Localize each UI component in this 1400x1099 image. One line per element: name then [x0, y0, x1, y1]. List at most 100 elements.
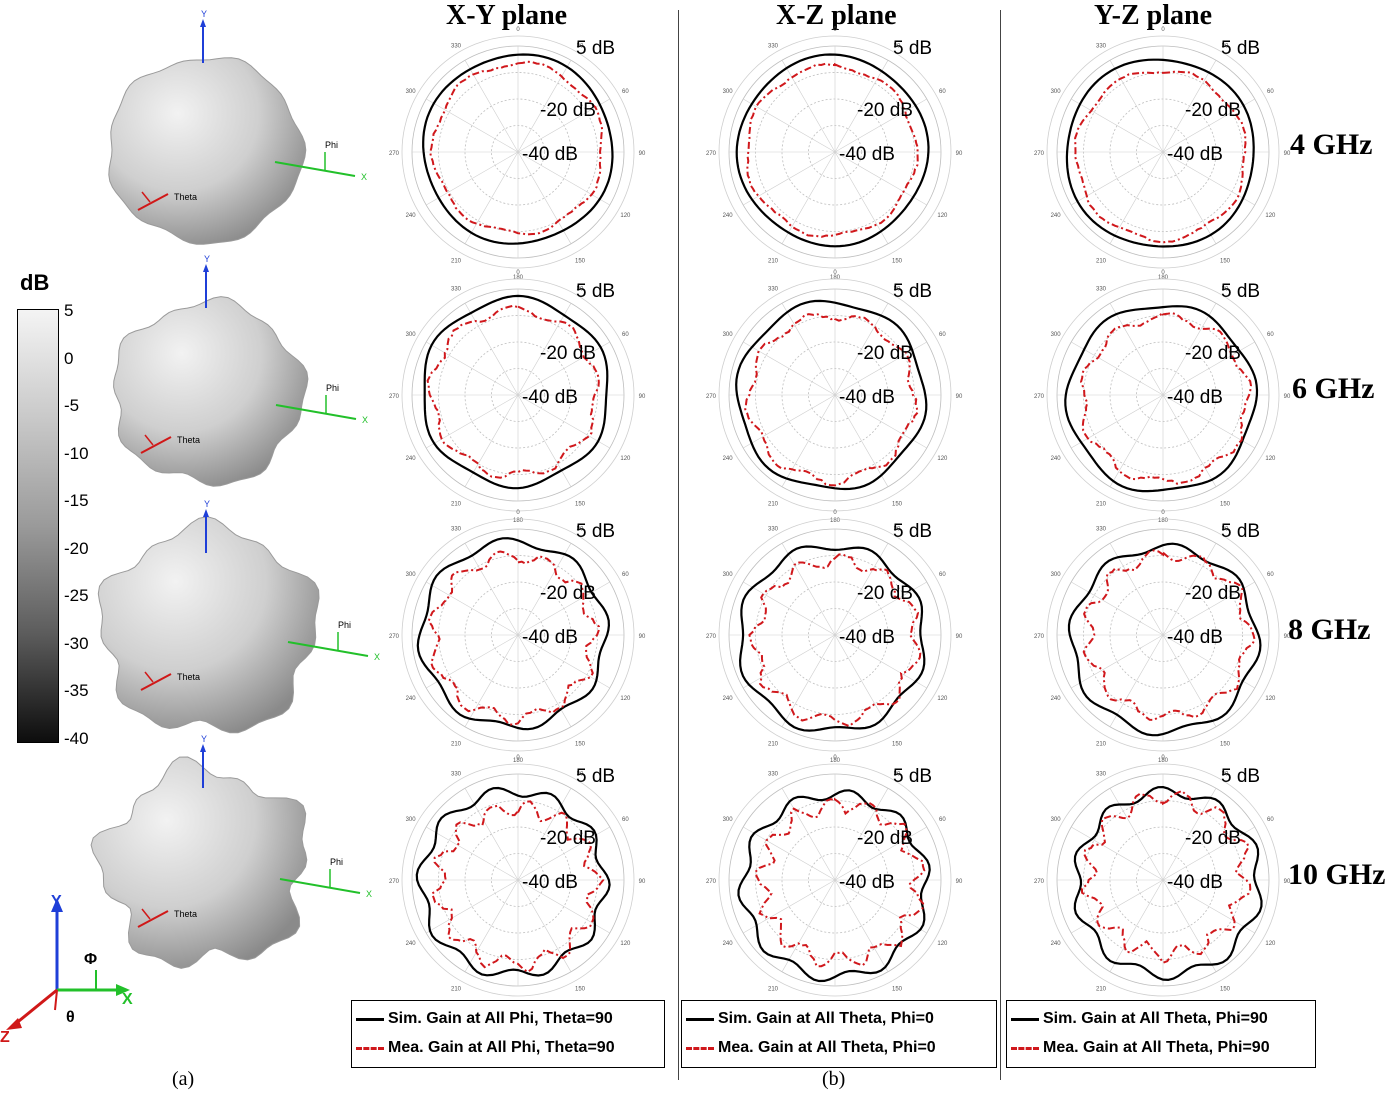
theta-label: Theta [177, 435, 200, 445]
grid-spoke [834, 60, 889, 153]
outer-ring [1046, 763, 1280, 997]
angle-tick-label: 240 [1051, 456, 1062, 462]
legend-mea-swatch [686, 1046, 714, 1050]
angle-tick-label: 30 [577, 527, 584, 533]
grid-spoke [1071, 151, 1164, 206]
grid-spoke [426, 151, 519, 206]
angle-tick-label: 300 [406, 89, 417, 95]
angle-tick-label: 90 [956, 151, 963, 157]
angle-tick-label: 210 [451, 501, 462, 507]
angle-tick-label: 30 [1222, 772, 1229, 778]
label-minus20db: -20 dB [540, 100, 596, 121]
grid-spoke [517, 826, 610, 881]
angle-tick-label: 60 [622, 572, 629, 578]
angle-tick-label: 120 [1265, 696, 1276, 702]
grid-spoke [834, 788, 889, 881]
angle-tick-label: 210 [1096, 986, 1107, 992]
grid-spoke [1162, 826, 1255, 881]
angle-tick-label: 30 [894, 772, 901, 778]
freq-label-4ghz: 4 GHz [1290, 128, 1373, 161]
phi-label: Φ [84, 951, 97, 968]
grid-spoke [834, 151, 889, 244]
theta-arrow-icon [141, 191, 151, 203]
measured-gain-curve [1079, 310, 1253, 485]
theta-label: Theta [174, 192, 197, 202]
simulated-gain-curve [738, 545, 926, 732]
angle-tick-label: 300 [406, 332, 417, 338]
angle-tick-label: 60 [622, 817, 629, 823]
label-5db: 5 dB [893, 766, 932, 787]
angle-tick-label: 270 [706, 634, 717, 640]
legend-xy: Sim. Gain at All Phi, Theta=90 Mea. Gain… [351, 1000, 665, 1068]
outer-ring [1046, 518, 1280, 752]
y-axis-label: Y [204, 254, 210, 264]
angle-tick-label: 240 [723, 213, 734, 219]
legend-sim-swatch [686, 1017, 714, 1021]
freq-label-6ghz: 6 GHz [1292, 372, 1375, 405]
grid-spoke [1162, 581, 1255, 636]
angle-tick-label: 300 [723, 89, 734, 95]
angle-tick-label: 60 [1267, 817, 1274, 823]
angle-tick-label: 120 [1265, 213, 1276, 219]
colorbar-unit: dB [20, 270, 50, 295]
theta-arrow-icon [140, 436, 172, 454]
grid-spoke [517, 394, 572, 487]
label-minus40db: -40 dB [839, 872, 895, 893]
angle-tick-label: 270 [706, 879, 717, 885]
grid-spoke [1162, 394, 1255, 449]
measured-gain-curve [427, 550, 600, 726]
grid-spoke [1071, 581, 1164, 636]
simulated-gain-curve [423, 294, 609, 490]
grid-spoke [464, 151, 519, 244]
y-axis-label: Y [201, 734, 207, 744]
theta-label: θ [66, 1009, 75, 1026]
angle-tick-label: 330 [768, 772, 779, 778]
grid-spoke [1109, 543, 1164, 636]
angle-tick-label: 150 [575, 258, 586, 264]
angle-tick-label: 180 [830, 758, 841, 764]
angle-tick-label: 60 [939, 572, 946, 578]
label-minus20db: -20 dB [857, 100, 913, 121]
grid-spoke [426, 826, 519, 881]
angle-tick-label: 270 [1034, 151, 1045, 157]
grid-spoke [517, 151, 572, 244]
label-minus20db: -20 dB [1185, 583, 1241, 604]
angle-tick-label: 330 [451, 527, 462, 533]
grid-spoke [426, 581, 519, 636]
arrowhead-icon [203, 509, 209, 517]
grid-spoke [1162, 634, 1217, 727]
angle-tick-label: 120 [620, 941, 631, 947]
colorbar-tick: 5 [64, 301, 74, 320]
angle-tick-label: 330 [768, 287, 779, 293]
grid-spoke [1109, 879, 1164, 972]
angle-tick-label: 240 [1051, 213, 1062, 219]
angle-tick-label: 120 [937, 213, 948, 219]
caption-a: (a) [172, 1068, 195, 1090]
xy-plane-title: X-Y plane [446, 0, 568, 31]
angle-tick-label: 120 [937, 696, 948, 702]
grid-spoke [834, 151, 927, 206]
grid-spoke [743, 341, 836, 396]
angle-tick-label: 30 [1222, 527, 1229, 533]
angle-tick-label: 300 [406, 572, 417, 578]
measured-gain-curve [1080, 789, 1252, 964]
angle-tick-label: 270 [706, 151, 717, 157]
label-minus40db: -40 dB [522, 627, 578, 648]
grid-spoke [834, 394, 927, 449]
measured-gain-curve [1082, 549, 1256, 721]
polar-plot: 0 30 60 90 120 150 180 210 240 270 300 330 5 dB -20 d… [1034, 510, 1291, 764]
polar-plot: 0 30 60 90 120 150 180 210 240 270 300 330 5 dB -20 d… [706, 270, 963, 524]
legend-sim-label: Sim. Gain at All Phi, Theta=90 [388, 1010, 613, 1027]
polar-plot: 0 30 60 90 120 150 180 210 240 270 300 330 5 dB -20 d… [389, 27, 646, 281]
angle-tick-label: 180 [513, 275, 524, 281]
theta-arrow-icon [144, 671, 154, 683]
polar-plot: 0 30 60 90 120 150 180 210 240 270 300 330 5 dB -20 d… [389, 510, 646, 764]
grid-spoke [426, 634, 519, 689]
arrowhead-icon [200, 744, 206, 752]
angle-tick-label: 0 [516, 510, 520, 516]
colorbar-tick: -30 [64, 633, 89, 653]
simulated-gain-curve [1073, 785, 1263, 982]
grid-spoke [517, 341, 610, 396]
legend-mea-label: Mea. Gain at All Theta, Phi=0 [718, 1039, 936, 1056]
angle-tick-label: 330 [451, 44, 462, 50]
